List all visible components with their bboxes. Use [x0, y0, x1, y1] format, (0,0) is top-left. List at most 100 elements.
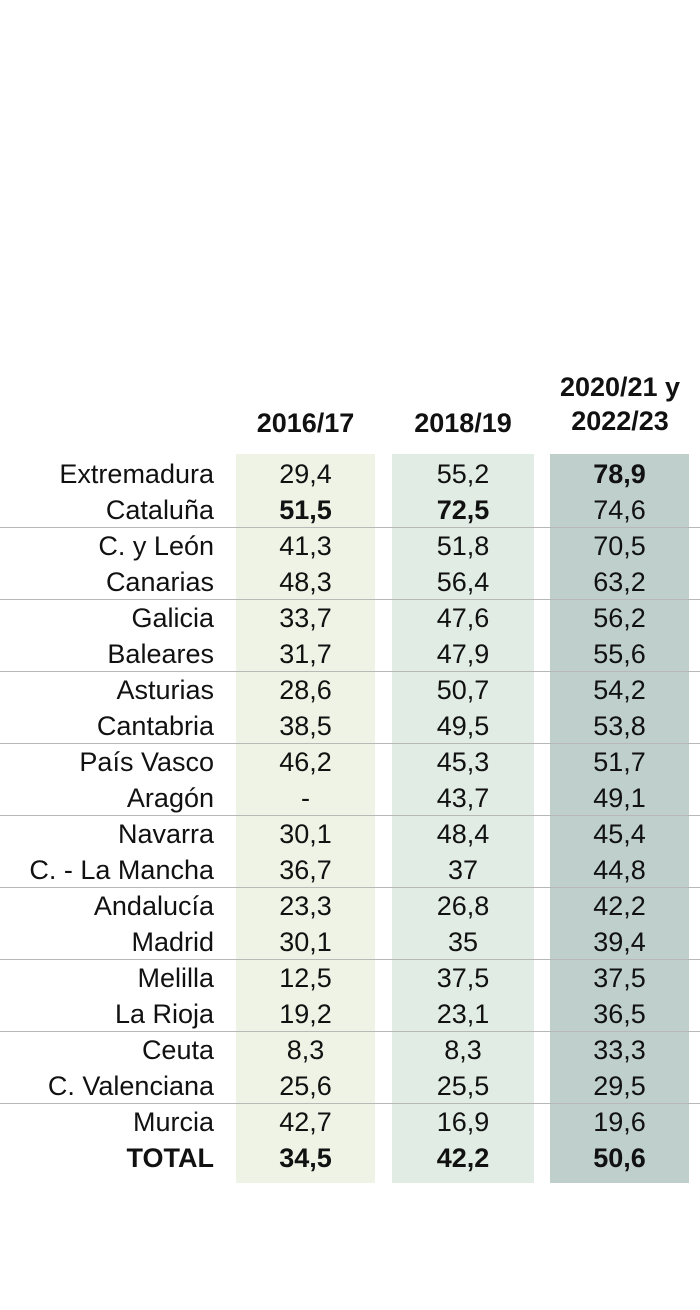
value-cell: 28,6	[279, 675, 332, 705]
table-row: C. - La Mancha 36,7 37 44,8	[0, 852, 700, 888]
table-row: Cataluña 51,5 72,5 74,6	[0, 492, 700, 528]
row-separator	[0, 743, 700, 744]
value-cell: 33,7	[279, 603, 332, 633]
table-row: Melilla 12,5 37,5 37,5	[0, 960, 700, 996]
row-label: C. - La Mancha	[29, 855, 214, 885]
value-cell: 50,6	[593, 1143, 646, 1173]
row-separator	[0, 959, 700, 960]
column-header-2018-19: 2018/19	[414, 408, 512, 438]
table-row: Extremadura 29,4 55,2 78,9	[0, 456, 700, 492]
value-cell: 46,2	[279, 747, 332, 777]
value-cell: 12,5	[279, 963, 332, 993]
value-cell: 70,5	[593, 531, 646, 561]
value-cell: 35	[447, 927, 479, 957]
value-cell: 49,1	[593, 783, 646, 813]
value-cell: 53,8	[593, 711, 646, 741]
value-cell: 51,7	[593, 747, 646, 777]
row-label: Madrid	[131, 927, 214, 957]
value-cell: 78,9	[593, 459, 646, 489]
value-cell: 36,7	[279, 855, 332, 885]
value-cell: 33,3	[593, 1035, 646, 1065]
value-cell: 43,7	[436, 783, 490, 813]
value-cell: 56,4	[436, 567, 490, 597]
value-cell: 47,6	[436, 603, 490, 633]
column-header-2020-23: 2020/21 y 2022/23	[544, 370, 696, 438]
row-separator	[0, 815, 700, 816]
value-cell: 47,9	[436, 639, 490, 669]
value-cell: 38,5	[279, 711, 332, 741]
table-row: Baleares 31,7 47,9 55,6	[0, 636, 700, 672]
value-cell: 29,5	[593, 1071, 646, 1101]
table-row: C. y León 41,3 51,8 70,5	[0, 528, 700, 564]
table-row: Andalucía 23,3 26,8 42,2	[0, 888, 700, 924]
value-cell: 45,4	[593, 819, 646, 849]
row-separator	[0, 1103, 700, 1104]
row-label: Asturias	[116, 675, 214, 705]
column-header-line: 2022/23	[571, 406, 669, 436]
row-label: Baleares	[107, 639, 214, 669]
value-cell: 31,7	[279, 639, 332, 669]
table-row: TOTAL 34,5 42,2 50,6	[0, 1140, 700, 1176]
column-background-2018-19	[392, 454, 534, 1183]
value-cell: 37	[447, 855, 479, 885]
value-cell: 42,2	[593, 891, 646, 921]
value-cell: 25,5	[436, 1071, 490, 1101]
value-cell: 55,6	[593, 639, 646, 669]
row-label: Canarias	[105, 567, 214, 597]
value-cell: 26,8	[436, 891, 490, 921]
table-row: Cantabria 38,5 49,5 53,8	[0, 708, 700, 744]
table-row: Ceuta 8,3 8,3 33,3	[0, 1032, 700, 1068]
table-row: Galicia 33,7 47,6 56,2	[0, 600, 700, 636]
value-cell: 25,6	[279, 1071, 332, 1101]
table-row: Canarias 48,3 56,4 63,2	[0, 564, 700, 600]
row-label: Aragón	[126, 783, 214, 813]
value-cell: 56,2	[593, 603, 646, 633]
row-separator	[0, 599, 700, 600]
row-label: Murcia	[132, 1107, 214, 1137]
row-label: Melilla	[137, 963, 214, 993]
value-cell: 72,5	[436, 495, 490, 525]
row-label: Ceuta	[141, 1035, 214, 1065]
column-header-2016-17: 2016/17	[256, 408, 355, 438]
row-label: C. y León	[98, 531, 214, 561]
table-row: País Vasco 46,2 45,3 51,7	[0, 744, 700, 780]
value-cell: 74,6	[593, 495, 646, 525]
column-background-2020-23	[550, 454, 689, 1183]
table-row: La Rioja 19,2 23,1 36,5	[0, 996, 700, 1032]
value-cell: 55,2	[436, 459, 490, 489]
value-cell: 51,8	[436, 531, 490, 561]
value-cell: 48,4	[436, 819, 490, 849]
value-cell: 54,2	[593, 675, 646, 705]
row-separator	[0, 887, 700, 888]
value-cell: 8,3	[286, 1035, 325, 1065]
row-label: TOTAL	[126, 1143, 215, 1173]
row-label: Galicia	[131, 603, 214, 633]
value-cell: 49,5	[436, 711, 490, 741]
value-cell: 34,5	[279, 1143, 332, 1173]
value-cell: 30,1	[279, 819, 332, 849]
value-cell: 8,3	[444, 1035, 482, 1065]
row-separator	[0, 1031, 700, 1032]
row-label: C. Valenciana	[47, 1071, 214, 1101]
value-cell: 39,4	[593, 927, 646, 957]
value-cell: 19,2	[279, 999, 332, 1029]
value-cell: 44,8	[593, 855, 646, 885]
value-cell: 36,5	[593, 999, 646, 1029]
value-cell: 37,5	[593, 963, 646, 993]
value-cell: 30,1	[279, 927, 332, 957]
value-cell: 37,5	[436, 963, 490, 993]
value-cell: 48,3	[279, 567, 332, 597]
table-row: C. Valenciana 25,6 25,5 29,5	[0, 1068, 700, 1104]
row-label: Extremadura	[59, 459, 214, 489]
value-cell: 42,7	[279, 1107, 332, 1137]
value-cell: 19,6	[593, 1107, 646, 1137]
value-cell: 45,3	[436, 747, 490, 777]
value-cell: 29,4	[279, 459, 332, 489]
table-row: Asturias 28,6 50,7 54,2	[0, 672, 700, 708]
value-cell: 50,7	[436, 675, 490, 705]
table-row: Murcia 42,7 16,9 19,6	[0, 1104, 700, 1140]
column-header-line: 2020/21 y	[559, 372, 681, 402]
column-background-2016-17	[236, 454, 375, 1183]
row-label: Cantabria	[96, 711, 214, 741]
value-cell: 16,9	[436, 1107, 490, 1137]
